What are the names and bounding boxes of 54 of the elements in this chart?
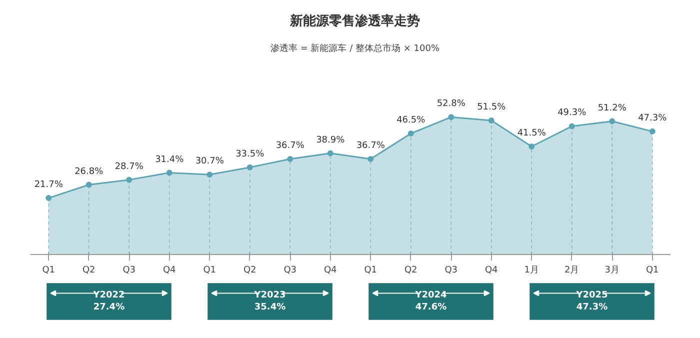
- text: Y2025 47.3%: [575, 290, 608, 312]
- data-label: 51.5%: [477, 102, 506, 112]
- data-label: 28.7%: [114, 162, 144, 172]
- data-label: 47.3%: [638, 113, 668, 124]
- data-label: 21.7%: [34, 180, 64, 190]
- point: [166, 170, 172, 176]
- x-tick-label: 2月: [564, 266, 580, 276]
- data-label: 52.8%: [436, 99, 466, 110]
- data-label: 31.4%: [155, 154, 184, 165]
- point: [368, 156, 374, 162]
- x-tick-label: Q2: [243, 266, 256, 276]
- point: [246, 164, 253, 170]
- text: 渗透率 = 新能源车 / 整体总市场 × 100%: [270, 43, 440, 56]
- data-label: 33.5%: [236, 149, 265, 160]
- data-label: 36.7%: [356, 141, 386, 152]
- x-tick-label: Q2: [404, 266, 418, 276]
- text: Y2024 47.6%: [414, 290, 447, 312]
- x-tick-label: Q4: [162, 266, 176, 276]
- x-tick-label: 3月: [604, 266, 620, 276]
- point: [287, 156, 294, 162]
- text: Y2022 27.4%: [92, 290, 125, 312]
- x-tick-label: Q1: [42, 266, 56, 276]
- x-tick-label: 1月: [524, 266, 540, 276]
- x-tick-label: Q2: [82, 266, 96, 276]
- point: [568, 123, 575, 130]
- point: [528, 144, 535, 150]
- data-label: 26.8%: [74, 166, 104, 177]
- chart-title: 新能源零售渗透率走势: [290, 13, 420, 31]
- data-label: 49.3%: [558, 108, 587, 118]
- x-tick-label: Q1: [646, 266, 659, 276]
- point: [448, 114, 454, 120]
- point: [86, 182, 92, 188]
- x-tick-label: Q4: [324, 266, 338, 276]
- x-tick-label: Q1: [203, 266, 216, 276]
- point: [327, 150, 334, 156]
- x-tick-label: Q1: [364, 266, 378, 276]
- data-label: 36.7%: [276, 141, 305, 152]
- text: Y2023 35.4%: [253, 290, 286, 312]
- data-label: 38.9%: [316, 135, 346, 146]
- x-tick-label: Q4: [484, 266, 498, 276]
- point: [46, 195, 52, 202]
- point: [126, 176, 132, 183]
- data-label: 30.7%: [195, 156, 224, 167]
- data-label: 46.5%: [396, 116, 426, 126]
- x-tick-label: Q3: [444, 266, 458, 276]
- data-label: 51.2%: [598, 103, 627, 114]
- x-tick-label: Q3: [122, 266, 136, 276]
- point: [649, 128, 656, 134]
- point: [408, 130, 414, 136]
- x-tick-label: Q3: [284, 266, 297, 276]
- data-label: 41.5%: [517, 128, 546, 139]
- point: [206, 172, 213, 178]
- point: [488, 117, 494, 124]
- point: [609, 118, 616, 124]
